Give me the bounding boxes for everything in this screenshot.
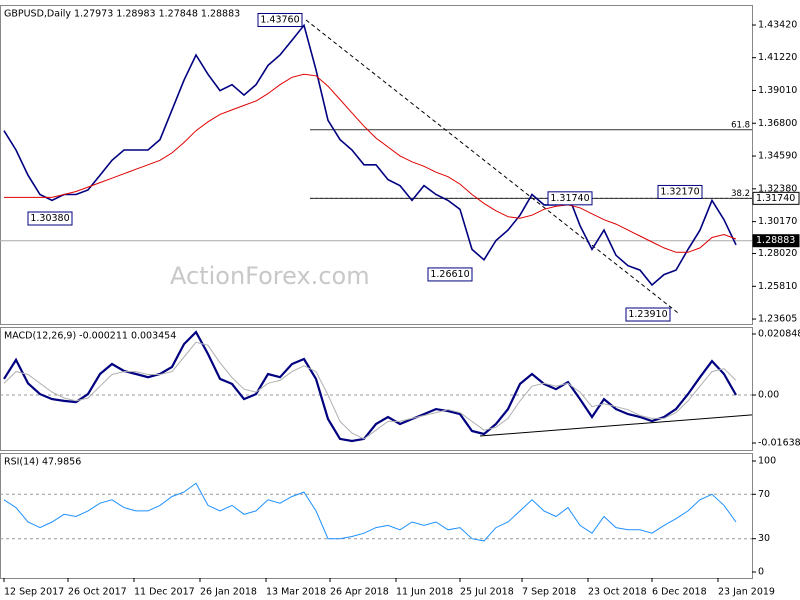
- y-tick-label: 1.23605: [758, 314, 797, 325]
- annotation-box: [657, 184, 703, 199]
- panel-frame: [0, 453, 753, 579]
- price-box-label: 1.28883: [756, 235, 795, 246]
- series-line: [3, 341, 737, 440]
- y-tick-label: 30: [758, 533, 770, 544]
- annotation-box: [427, 267, 473, 282]
- y-tick-label: 0: [758, 567, 764, 578]
- y-tick-label: 0.020848: [758, 329, 800, 340]
- x-tick-label: 26 Jan 2018: [200, 587, 257, 598]
- y-tick-label: 0.00: [758, 390, 779, 401]
- series-line: [3, 482, 737, 542]
- annotation-box: [547, 191, 593, 206]
- x-tick-label: 26 Apr 2018: [330, 587, 389, 598]
- series-line: [4, 73, 737, 253]
- trendline: [479, 414, 753, 437]
- y-tick-label: 1.32380: [758, 183, 797, 194]
- x-tick-label: 25 Jul 2018: [460, 587, 514, 598]
- x-tick-label: 12 Sep 2017: [4, 587, 64, 598]
- panel-title: MACD(12,26,9) -0.000211 0.003454: [4, 331, 176, 342]
- y-tick-label: 1.39010: [758, 85, 797, 96]
- panel-frame: [0, 5, 753, 325]
- price-box-label: 1.31740: [756, 193, 795, 204]
- y-tick-label: 70: [758, 489, 770, 500]
- x-tick-label: 11 Dec 2017: [134, 587, 195, 598]
- annotation-box: [257, 12, 303, 27]
- y-tick-label: 100: [758, 455, 776, 466]
- panel-title: RSI(14) 47.9856: [4, 457, 81, 468]
- fib-label: 38.2: [731, 189, 750, 199]
- annotation-label: 1.32170: [660, 186, 699, 197]
- y-tick-label: 1.30170: [758, 216, 797, 227]
- annotation-box: [625, 307, 671, 322]
- annotation-label: 1.30380: [30, 213, 69, 224]
- panel-title: GBPUSD,Daily 1.27973 1.28983 1.27848 1.2…: [4, 9, 240, 20]
- trendline: [305, 19, 681, 315]
- panel-frame: [0, 327, 753, 451]
- x-tick-label: 7 Sep 2018: [522, 587, 576, 598]
- annotation-box: [27, 211, 73, 226]
- y-tick-label: 1.36800: [758, 118, 797, 129]
- price-box: [752, 191, 800, 205]
- price-box: [752, 234, 800, 248]
- y-tick-label: 1.34590: [758, 151, 797, 162]
- annotation-label: 1.23910: [628, 309, 667, 320]
- y-tick-label: -0.016389: [758, 438, 800, 449]
- watermark: ActionForex.com: [170, 262, 370, 290]
- fib-label: 61.8: [731, 120, 750, 130]
- x-tick-label: 26 Oct 2017: [68, 587, 127, 598]
- x-tick-label: 23 Jan 2019: [718, 587, 775, 598]
- annotation-label: 1.43760: [260, 14, 299, 25]
- x-tick-label: 6 Dec 2018: [652, 587, 707, 598]
- series-line: [3, 23, 737, 287]
- annotation-label: 1.31740: [550, 193, 589, 204]
- x-tick-label: 23 Oct 2018: [588, 587, 647, 598]
- y-tick-label: 1.25810: [758, 281, 797, 292]
- y-tick-label: 1.41220: [758, 52, 797, 63]
- x-tick-label: 11 Jun 2018: [396, 587, 453, 598]
- y-tick-label: 1.43420: [758, 20, 797, 31]
- annotation-label: 1.26610: [430, 269, 469, 280]
- x-tick-label: 13 Mar 2018: [266, 587, 326, 598]
- y-tick-label: 1.28020: [758, 248, 797, 259]
